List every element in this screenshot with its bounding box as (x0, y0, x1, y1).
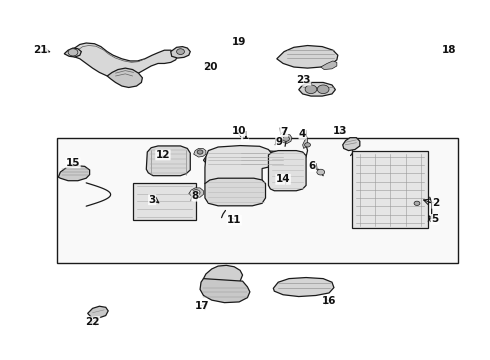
Polygon shape (203, 150, 267, 166)
Polygon shape (171, 46, 190, 58)
Polygon shape (189, 188, 203, 198)
Text: 9: 9 (276, 138, 283, 147)
Polygon shape (280, 134, 292, 143)
Text: 10: 10 (232, 126, 246, 135)
Text: 12: 12 (156, 150, 170, 160)
Bar (133, 183, 196, 220)
Text: 1: 1 (242, 131, 248, 141)
Polygon shape (236, 150, 285, 166)
Polygon shape (205, 145, 274, 189)
Polygon shape (107, 68, 143, 87)
Circle shape (305, 85, 317, 94)
Polygon shape (147, 146, 190, 176)
Text: 4: 4 (299, 129, 306, 139)
Text: 7: 7 (280, 127, 288, 136)
Polygon shape (343, 138, 360, 150)
Circle shape (192, 190, 200, 195)
Text: 8: 8 (192, 191, 199, 201)
Text: 16: 16 (322, 296, 336, 306)
Text: 19: 19 (232, 37, 246, 47)
Text: 20: 20 (203, 62, 218, 72)
Polygon shape (200, 279, 250, 303)
Polygon shape (303, 138, 308, 148)
Text: 2: 2 (432, 198, 439, 208)
Text: 11: 11 (227, 215, 242, 225)
Text: 18: 18 (442, 45, 457, 55)
Circle shape (318, 85, 329, 94)
Bar (352, 151, 428, 228)
Circle shape (197, 150, 203, 154)
Text: 17: 17 (195, 301, 209, 311)
Circle shape (414, 201, 420, 206)
Text: 14: 14 (276, 174, 291, 184)
Text: 5: 5 (431, 215, 438, 224)
Circle shape (317, 169, 325, 175)
Polygon shape (269, 150, 306, 191)
Circle shape (283, 136, 290, 141)
Text: 6: 6 (309, 161, 316, 171)
Text: 22: 22 (85, 317, 100, 327)
Text: 3: 3 (148, 195, 156, 205)
Polygon shape (203, 265, 243, 289)
Circle shape (176, 49, 184, 54)
Text: 13: 13 (333, 126, 347, 135)
Polygon shape (73, 43, 177, 78)
Polygon shape (321, 61, 337, 69)
Polygon shape (194, 148, 206, 157)
Text: 23: 23 (296, 75, 311, 85)
Bar (57, 138, 458, 263)
Text: 15: 15 (66, 158, 80, 168)
Polygon shape (299, 82, 335, 96)
Polygon shape (277, 45, 338, 68)
Text: 21: 21 (33, 45, 48, 55)
Circle shape (305, 143, 311, 147)
Polygon shape (205, 178, 266, 206)
Polygon shape (58, 166, 90, 181)
Polygon shape (88, 306, 108, 318)
Circle shape (68, 49, 78, 56)
Polygon shape (273, 278, 334, 297)
Polygon shape (64, 48, 81, 57)
